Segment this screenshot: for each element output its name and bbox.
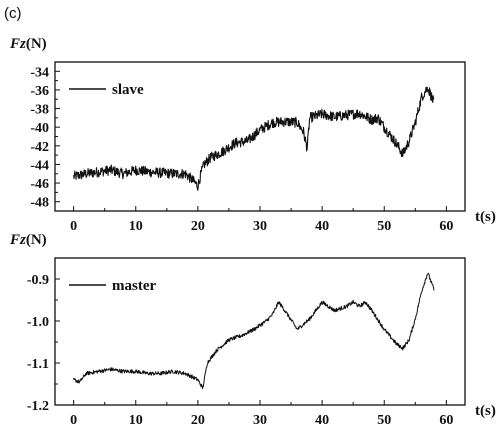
x-tick-label: 0 <box>70 413 77 428</box>
y-tick-label: -46 <box>30 177 49 192</box>
y-tick-label: -34 <box>30 65 49 80</box>
y-tick-label: -1.0 <box>27 315 49 330</box>
x-tick-label: 50 <box>377 219 391 234</box>
x-tick-label: 10 <box>129 219 143 234</box>
series-line-master <box>73 272 435 390</box>
y-tick-label: -36 <box>30 84 49 99</box>
y-tick-label: -42 <box>30 140 49 155</box>
y-tick-label: -48 <box>30 196 49 211</box>
y-axis-label: Fz(N) <box>9 36 47 52</box>
x-tick-label: 30 <box>253 219 267 234</box>
legend-label: master <box>112 278 156 294</box>
x-tick-label: 60 <box>439 413 453 428</box>
y-tick-label: -38 <box>30 103 49 118</box>
legend-label: slave <box>112 82 144 98</box>
x-tick-label: 40 <box>315 413 329 428</box>
y-tick-label: -0.9 <box>27 273 49 288</box>
x-tick-label: 30 <box>253 413 267 428</box>
y-tick-label: -1.1 <box>27 357 49 372</box>
x-tick-label: 20 <box>191 219 205 234</box>
x-tick-label: 0 <box>70 219 77 234</box>
x-tick-label: 10 <box>129 413 143 428</box>
x-tick-label: 40 <box>315 219 329 234</box>
x-axis-label: t(s) <box>475 403 496 419</box>
x-axis-label: t(s) <box>475 209 496 225</box>
x-tick-label: 50 <box>377 413 391 428</box>
y-tick-label: -44 <box>30 158 49 173</box>
y-axis-label: Fz(N) <box>9 232 47 248</box>
panel-label: (c) <box>4 5 22 22</box>
x-tick-label: 20 <box>191 413 205 428</box>
y-tick-label: -1.2 <box>27 399 49 414</box>
series-line-slave <box>73 86 435 191</box>
y-tick-label: -40 <box>30 121 49 136</box>
x-tick-label: 60 <box>439 219 453 234</box>
